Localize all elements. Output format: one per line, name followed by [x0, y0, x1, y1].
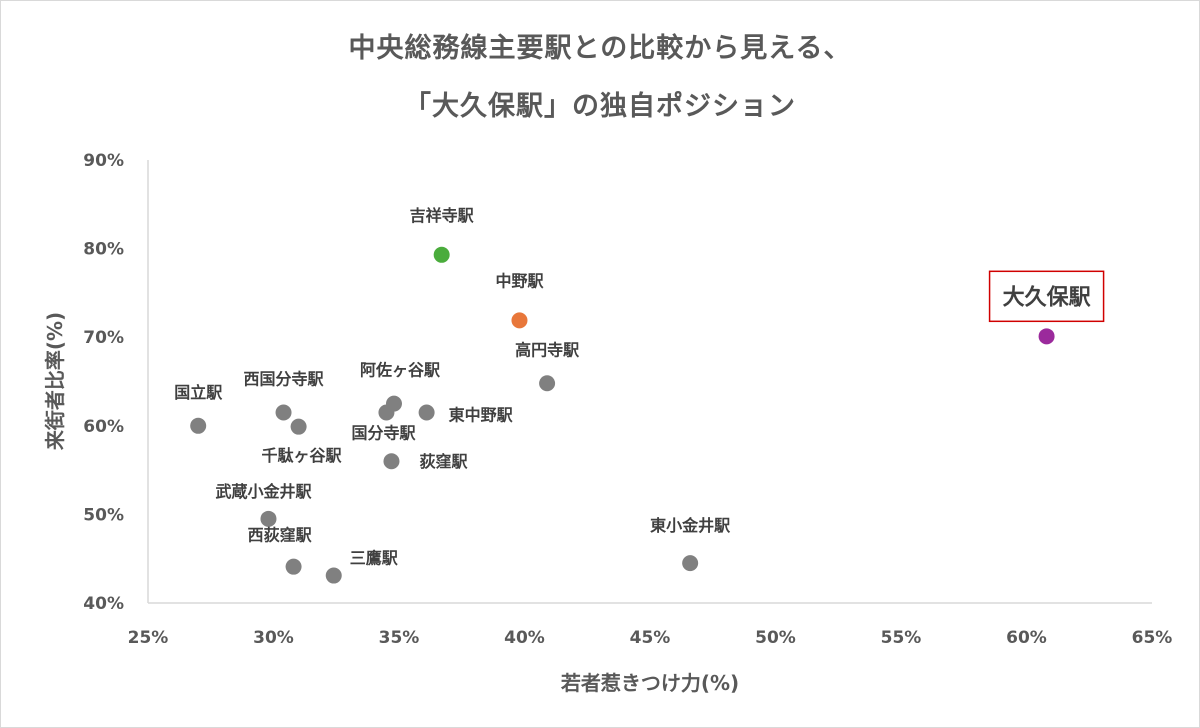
y-tick-label: 80%	[83, 240, 124, 260]
point-label: 千駄ヶ谷駅	[261, 446, 342, 465]
chart-title-line-1: 中央総務線主要駅との比較から見える、	[348, 33, 852, 64]
x-tick-label: 25%	[128, 628, 169, 648]
point-label: 東小金井駅	[650, 516, 731, 535]
data-point	[511, 312, 528, 329]
point-label: 中野駅	[495, 271, 544, 290]
data-point	[1038, 328, 1055, 345]
data-point	[539, 375, 556, 392]
highlight-box	[988, 270, 1105, 323]
point-label: 三鷹駅	[350, 549, 399, 568]
x-tick-label: 60%	[1006, 628, 1047, 648]
x-tick-label: 45%	[630, 628, 671, 648]
chart-title-line-2: 「大久保駅」の独自ポジション	[404, 91, 796, 122]
data-point	[260, 510, 277, 527]
y-tick-label: 90%	[83, 151, 124, 171]
x-tick-label: 65%	[1132, 628, 1173, 648]
tick-labels: 25% 30% 35% 40% 45% 50% 55% 60% 65% 40% 50% 60% 70% 8…	[83, 151, 1172, 648]
point-label: 吉祥寺駅	[410, 206, 475, 225]
highlight-label: 大久保駅	[1003, 284, 1091, 310]
y-tick-label: 50%	[83, 505, 124, 525]
data-point	[383, 453, 400, 470]
data-point	[285, 558, 302, 575]
data-point	[275, 404, 292, 421]
data-point	[290, 418, 307, 435]
y-tick-label: 40%	[83, 594, 124, 614]
point-label: 国分寺駅	[351, 424, 416, 443]
point-label: 西国分寺駅	[244, 370, 325, 389]
x-tick-label: 40%	[504, 628, 545, 648]
point-label: 高円寺駅	[515, 340, 580, 359]
point-label: 武蔵小金井駅	[215, 482, 312, 501]
data-point	[325, 567, 342, 584]
x-tick-label: 50%	[755, 628, 796, 648]
point-label: 荻窪駅	[419, 452, 468, 471]
data-point	[418, 404, 435, 421]
data-point	[433, 246, 450, 263]
point-label: 阿佐ヶ谷駅	[360, 361, 441, 380]
data-points	[190, 246, 1055, 584]
x-tick-label: 30%	[253, 628, 294, 648]
x-tick-label: 35%	[379, 628, 420, 648]
y-tick-label: 70%	[83, 328, 124, 348]
point-label: 東中野駅	[449, 406, 514, 425]
x-axis-label: 若者惹きつけ力(%)	[560, 671, 739, 695]
y-tick-label: 60%	[83, 417, 124, 437]
point-label: 西荻窪駅	[248, 526, 313, 545]
point-label: 国立駅	[174, 383, 223, 402]
data-point	[682, 555, 699, 572]
axes	[147, 160, 1152, 604]
y-axis-label: 来街者比率(%)	[43, 312, 67, 451]
x-tick-label: 55%	[881, 628, 922, 648]
data-point	[190, 417, 207, 434]
data-point	[378, 404, 395, 421]
